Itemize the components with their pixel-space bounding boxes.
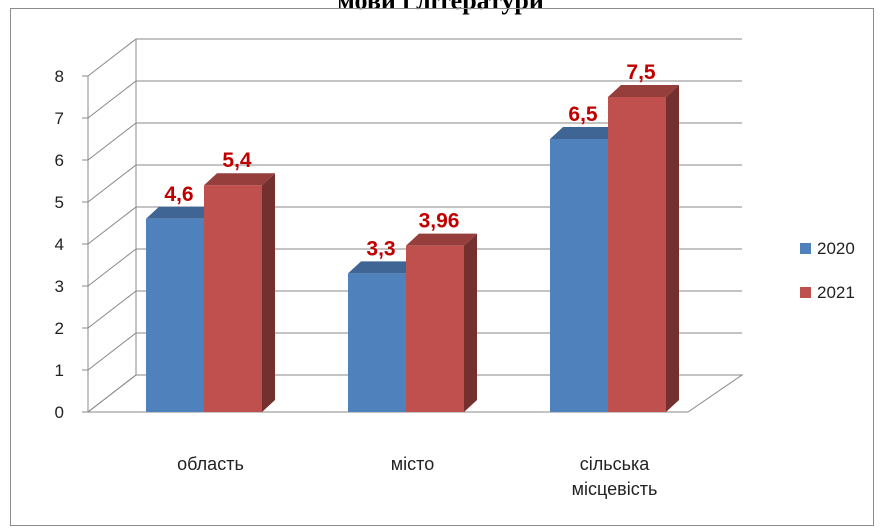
bar-2021 — [204, 185, 262, 412]
legend-swatch-2020 — [800, 243, 811, 254]
gridline-side — [87, 122, 137, 161]
bar-side-2021 — [464, 233, 477, 412]
bar-2020 — [146, 218, 204, 412]
gridline-side — [87, 332, 137, 371]
bar-top-2021 — [406, 233, 477, 246]
bar-2021 — [608, 97, 666, 412]
legend-label: 2021 — [817, 283, 855, 302]
bar-2020 — [348, 273, 406, 412]
y-tick-label: 0 — [55, 403, 64, 422]
data-label: 3,96 — [419, 210, 460, 233]
bar-top-2021 — [204, 173, 275, 186]
data-label: 4,6 — [164, 183, 193, 206]
chart-title: мови і літератури — [337, 0, 544, 15]
y-tick-label: 3 — [55, 277, 64, 296]
bar-top-2020 — [348, 261, 419, 274]
y-tick-label: 4 — [55, 235, 64, 254]
gridline-side — [87, 80, 137, 119]
bar-2021 — [406, 245, 464, 412]
data-label: 6,5 — [568, 103, 598, 126]
bar-top-2020 — [146, 206, 217, 219]
y-tick-label: 5 — [55, 193, 64, 212]
data-label: 5,4 — [222, 149, 252, 172]
x-category-label: область — [177, 454, 244, 474]
gridline-side — [87, 164, 137, 203]
y-tick-label: 6 — [55, 151, 64, 170]
bar-top-2021 — [608, 85, 679, 97]
bar-2020 — [550, 139, 608, 412]
chart-frame — [10, 8, 874, 526]
y-tick-label: 8 — [55, 67, 64, 86]
gridline-side — [87, 38, 137, 77]
data-label: 7,5 — [626, 61, 656, 84]
gridline-side — [87, 206, 137, 245]
gridline-side — [87, 290, 137, 329]
bar-top-2020 — [550, 127, 621, 139]
legend-swatch-2021 — [800, 287, 811, 298]
y-tick-label: 1 — [55, 361, 64, 380]
gridline-side — [87, 248, 137, 287]
x-category-label: сільська місцевість — [572, 454, 658, 499]
bar-side-2021 — [262, 173, 275, 412]
data-label: 3,3 — [366, 237, 395, 260]
legend-label: 2020 — [817, 239, 855, 258]
x-category-label: місто — [391, 454, 434, 474]
y-tick-label: 2 — [55, 319, 64, 338]
y-tick-label: 7 — [55, 109, 64, 128]
bar-side-2021 — [666, 85, 679, 412]
